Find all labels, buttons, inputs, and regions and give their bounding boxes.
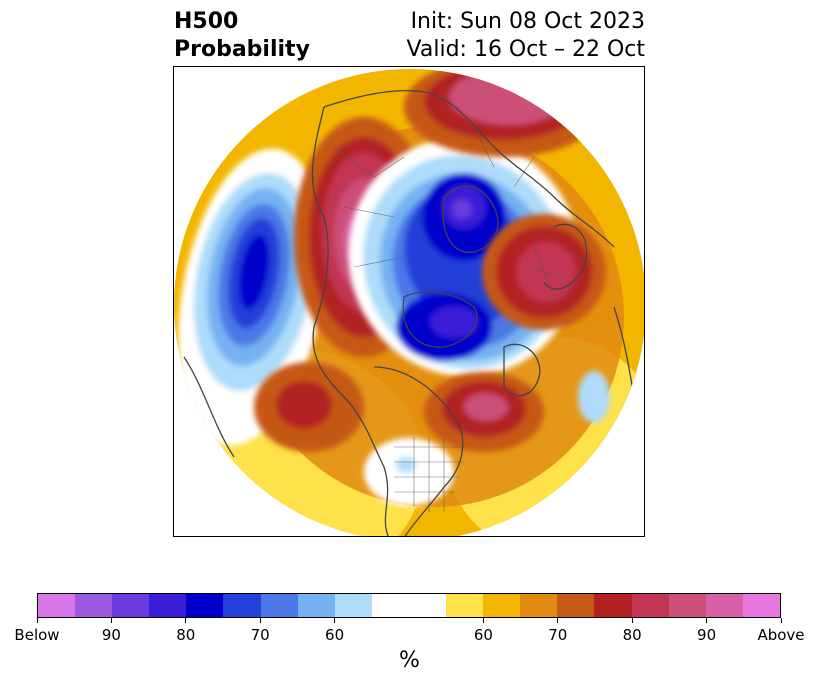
- colorbar-tickmark: [482, 618, 484, 623]
- colorbar-cell: [297, 594, 335, 617]
- colorbar-ticks: Below 90 80 70 60 60 70 80 90 Above: [14, 626, 804, 648]
- colorbar-cell: [742, 594, 780, 617]
- map-canvas: [174, 69, 644, 536]
- colorbar-cell: [446, 594, 484, 617]
- colorbar-unit: %: [399, 648, 420, 673]
- colorbar-cell: [668, 594, 706, 617]
- colorbar-tick-label: 60: [473, 626, 493, 644]
- colorbar-cell: [705, 594, 743, 617]
- colorbar-tick-label: 90: [697, 626, 717, 644]
- colorbar-cell: [223, 594, 261, 617]
- anomaly-below-pacific: [178, 148, 326, 446]
- colorbar-tickmark: [334, 618, 336, 623]
- colorbar-tick-label: 90: [101, 626, 121, 644]
- colorbar-cell: [38, 594, 76, 617]
- valid-range: Valid: 16 Oct – 22 Oct: [406, 37, 645, 62]
- colorbar-cell: [149, 594, 187, 617]
- colorbar-tick-label: Below: [14, 626, 60, 644]
- probability-map: [173, 66, 645, 537]
- colorbar-cell: [631, 594, 669, 617]
- colorbar-tickmark: [631, 618, 633, 623]
- init-date: Init: Sun 08 Oct 2023: [410, 9, 645, 34]
- colorbar-cell: [371, 594, 409, 617]
- anomaly-above-nw-america: [254, 362, 364, 452]
- political-borders: [333, 126, 595, 512]
- title-product: Probability: [174, 37, 310, 62]
- anomaly-above-atlantic: [424, 372, 544, 452]
- colorbar-tickmark: [259, 618, 261, 623]
- colorbar-tickmark: [110, 618, 112, 623]
- colorbar-cell: [75, 594, 113, 617]
- colorbar-tick-label: Above: [757, 626, 805, 644]
- coastlines: [183, 90, 635, 536]
- colorbar-cell: [334, 594, 372, 617]
- colorbar-cell: [112, 594, 150, 617]
- map-title: H500 Probability: [174, 8, 310, 64]
- colorbar: [37, 593, 781, 618]
- colorbar-tick-label: 70: [548, 626, 568, 644]
- colorbar-cell: [594, 594, 632, 617]
- title-variable: H500: [174, 9, 239, 34]
- colorbar-tick-label: 80: [622, 626, 642, 644]
- colorbar-cell: [557, 594, 595, 617]
- colorbar-tickmark: [36, 618, 38, 623]
- colorbar-tick-label: 80: [176, 626, 196, 644]
- colorbar-tick-label: 60: [325, 626, 345, 644]
- anomaly-below-east-atlantic: [578, 371, 610, 423]
- colorbar-cell: [260, 594, 298, 617]
- colorbar-cell: [483, 594, 521, 617]
- map-dates: Init: Sun 08 Oct 2023 Valid: 16 Oct – 22…: [407, 8, 645, 64]
- colorbar-tick-label: 70: [250, 626, 270, 644]
- colorbar-tickmark: [557, 618, 559, 623]
- colorbar-tickmark: [185, 618, 187, 623]
- colorbar-tickmark: [780, 618, 782, 623]
- colorbar-cell: [186, 594, 224, 617]
- colorbar-cell: [408, 594, 447, 617]
- colorbar-tickmark: [706, 618, 708, 623]
- colorbar-cell: [520, 594, 558, 617]
- neutral-us: [364, 438, 454, 506]
